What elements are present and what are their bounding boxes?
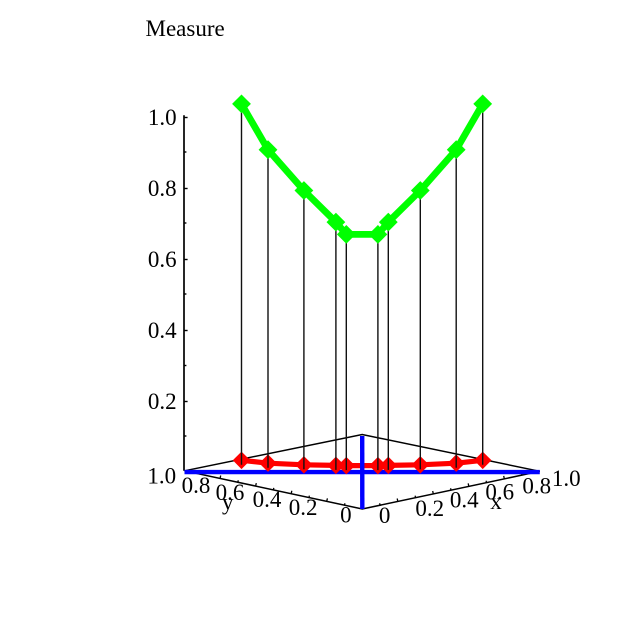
svg-text:Measure: Measure — [146, 16, 225, 41]
svg-text:0: 0 — [340, 503, 352, 528]
svg-text:0: 0 — [379, 503, 391, 528]
svg-text:0.2: 0.2 — [289, 495, 318, 520]
svg-text:x: x — [490, 489, 502, 514]
svg-text:0.2: 0.2 — [415, 496, 444, 521]
svg-text:0.8: 0.8 — [148, 176, 177, 201]
svg-text:y: y — [222, 490, 234, 515]
svg-text:0.6: 0.6 — [485, 480, 514, 505]
svg-text:1.0: 1.0 — [147, 464, 176, 489]
svg-text:0.4: 0.4 — [253, 487, 282, 512]
svg-text:0.4: 0.4 — [148, 318, 177, 343]
svg-text:0.6: 0.6 — [148, 247, 177, 272]
svg-text:0.2: 0.2 — [148, 389, 177, 414]
svg-text:0.8: 0.8 — [182, 473, 211, 498]
svg-text:1.0: 1.0 — [552, 466, 581, 491]
svg-text:0.4: 0.4 — [450, 488, 479, 513]
svg-text:0.6: 0.6 — [216, 480, 245, 505]
svg-text:1.0: 1.0 — [148, 105, 177, 130]
svg-text:0.8: 0.8 — [522, 474, 551, 499]
